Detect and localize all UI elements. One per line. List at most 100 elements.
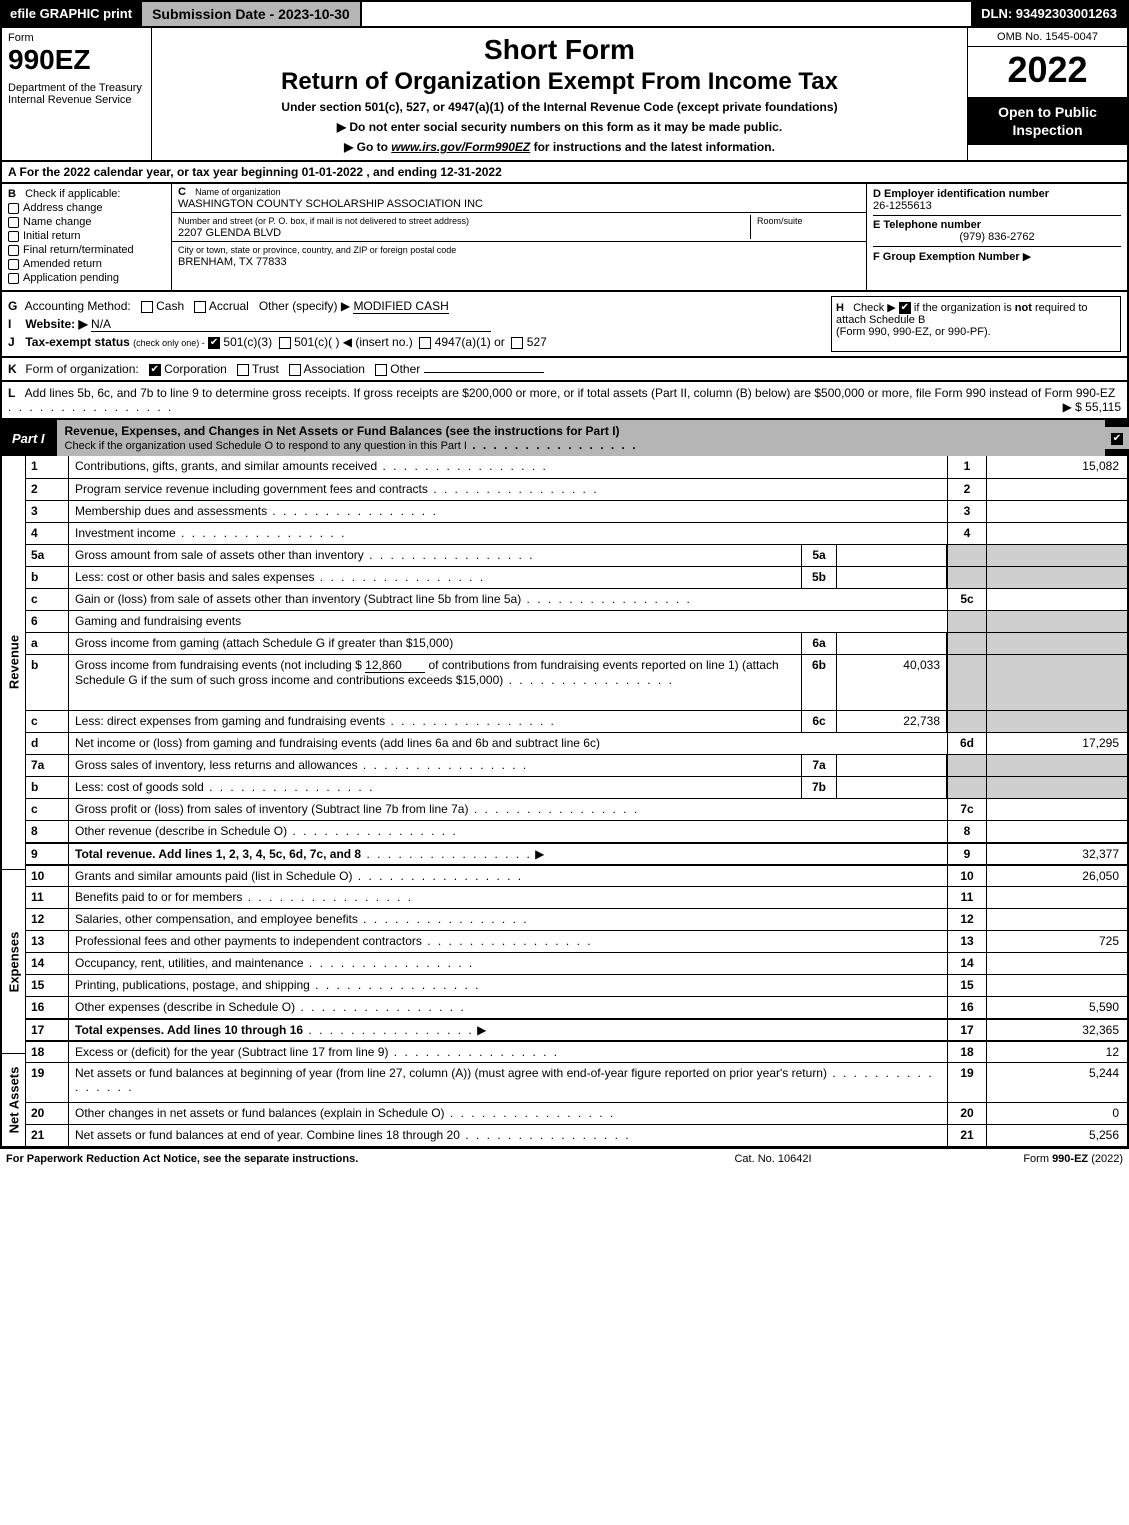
f-arrow-icon: ▶ [1023,251,1031,263]
website-value: N/A [91,317,491,332]
d-label: D Employer identification number [873,188,1049,200]
b-letter: B [8,188,22,200]
chk-other-org[interactable] [375,364,387,376]
check-if-applicable: Check if applicable: [25,188,120,200]
row-17: 17 Total expenses. Add lines 10 through … [25,1018,1127,1040]
expenses-sidelabel: Expenses [2,870,26,1054]
val-6b: 40,033 [837,655,947,710]
city-label: City or town, state or province, country… [178,245,456,255]
row-5b: b Less: cost or other basis and sales ex… [25,566,1127,588]
val-5b [837,567,947,588]
val-14 [987,953,1127,974]
topbar-spacer [362,2,971,26]
line-j: J Tax-exempt status (check only one) - ✔… [8,335,831,349]
line-l-value: ▶ $ 55,115 [1063,400,1121,414]
under-section-text: Under section 501(c), 527, or 4947(a)(1)… [158,100,961,114]
form-id-col: Form 990EZ Department of the Treasury In… [2,28,152,160]
part1-header: Part I Revenue, Expenses, and Changes in… [0,420,1129,456]
val-17: 32,365 [987,1020,1127,1040]
row-19: 19 Net assets or fund balances at beginn… [25,1062,1127,1102]
efile-label[interactable]: efile GRAPHIC print [2,2,140,26]
form-title-col: Short Form Return of Organization Exempt… [152,28,967,160]
org-name-label: Name of organization [195,187,281,197]
row-6b: b Gross income from fundraising events (… [25,654,1127,710]
block-bcd: B Check if applicable: Address change Na… [0,184,1129,292]
row-6: 6 Gaming and fundraising events [25,610,1127,632]
row-6d: d Net income or (loss) from gaming and f… [25,732,1127,754]
chk-4947[interactable] [419,337,431,349]
row-1: 1 Contributions, gifts, grants, and simi… [25,456,1127,478]
chk-association[interactable] [289,364,301,376]
room-label: Room/suite [757,216,803,226]
chk-h[interactable]: ✔ [899,302,911,314]
omb-number: OMB No. 1545-0047 [968,28,1127,47]
chk-address-change[interactable]: Address change [8,202,165,214]
addr-value: 2207 GLENDA BLVD [178,227,281,239]
open-to-public: Open to Public Inspection [968,97,1127,145]
row-6c: c Less: direct expenses from gaming and … [25,710,1127,732]
val-7a [837,755,947,776]
chk-accrual[interactable] [194,301,206,313]
part1-check[interactable]: ✔ [1105,427,1129,449]
row-7c: c Gross profit or (loss) from sales of i… [25,798,1127,820]
f-label: F Group Exemption Number [873,251,1020,263]
val-7c [987,799,1127,820]
block-def: D Employer identification number 26-1255… [867,184,1127,290]
paperwork-notice: For Paperwork Reduction Act Notice, see … [6,1153,623,1165]
page-footer: For Paperwork Reduction Act Notice, see … [0,1148,1129,1169]
chk-cash[interactable] [141,301,153,313]
chk-name-change[interactable]: Name change [8,216,165,228]
submission-date: Submission Date - 2023-10-30 [140,2,362,26]
chk-trust[interactable] [237,364,249,376]
other-org-value [424,372,544,373]
row-4: 4 Investment income 4 [25,522,1127,544]
row-5a: 5a Gross amount from sale of assets othe… [25,544,1127,566]
chk-527[interactable] [511,337,523,349]
line-h: H Check ▶ ✔ if the organization is not r… [831,296,1121,352]
revenue-sidelabel: Revenue [2,456,26,870]
phone-value: (979) 836-2762 [873,231,1121,243]
addr-label: Number and street (or P. O. box, if mail… [178,216,469,226]
val-16: 5,590 [987,997,1127,1018]
form-word: Form [8,32,145,44]
row-8: 8 Other revenue (describe in Schedule O)… [25,820,1127,842]
row-3: 3 Membership dues and assessments 3 [25,500,1127,522]
val-6c: 22,738 [837,711,947,732]
cat-no: Cat. No. 10642I [623,1153,923,1165]
row-5c: c Gain or (loss) from sale of assets oth… [25,588,1127,610]
city-value: BRENHAM, TX 77833 [178,256,287,268]
val-4 [987,523,1127,544]
val-12 [987,909,1127,930]
chk-501c[interactable] [279,337,291,349]
chk-final-return[interactable]: Final return/terminated [8,244,165,256]
row-18: 18 Excess or (deficit) for the year (Sub… [25,1040,1127,1062]
block-b: B Check if applicable: Address change Na… [2,184,172,290]
val-10: 26,050 [987,866,1127,886]
part1-tab: Part I [0,427,57,450]
return-title: Return of Organization Exempt From Incom… [158,68,961,96]
bullet-goto: ▶ Go to www.irs.gov/Form990EZ for instru… [158,140,961,154]
topbar: efile GRAPHIC print Submission Date - 20… [0,0,1129,26]
val-5a [837,545,947,566]
form-ref: Form 990-EZ (2022) [923,1153,1123,1165]
line-l: L Add lines 5b, 6c, and 7b to line 9 to … [0,382,1129,420]
val-5c [987,589,1127,610]
e-label: E Telephone number [873,219,981,231]
netassets-sidelabel: Net Assets [2,1054,26,1146]
chk-501c3[interactable]: ✔ [208,337,220,349]
form-meta-col: OMB No. 1545-0047 2022 Open to Public In… [967,28,1127,160]
row-11: 11 Benefits paid to or for members 11 [25,886,1127,908]
val-1: 15,082 [987,456,1127,478]
chk-corporation[interactable]: ✔ [149,364,161,376]
line-g: G Accounting Method: Cash Accrual Other … [8,299,831,314]
row-15: 15 Printing, publications, postage, and … [25,974,1127,996]
row-12: 12 Salaries, other compensation, and emp… [25,908,1127,930]
chk-amended-return[interactable]: Amended return [8,258,165,270]
ein-value: 26-1255613 [873,200,932,212]
irs-link[interactable]: www.irs.gov/Form990EZ [391,140,530,154]
chk-initial-return[interactable]: Initial return [8,230,165,242]
val-6d: 17,295 [987,733,1127,754]
address-row: Number and street (or P. O. box, if mail… [172,213,866,242]
val-18: 12 [987,1042,1127,1062]
chk-application-pending[interactable]: Application pending [8,272,165,284]
